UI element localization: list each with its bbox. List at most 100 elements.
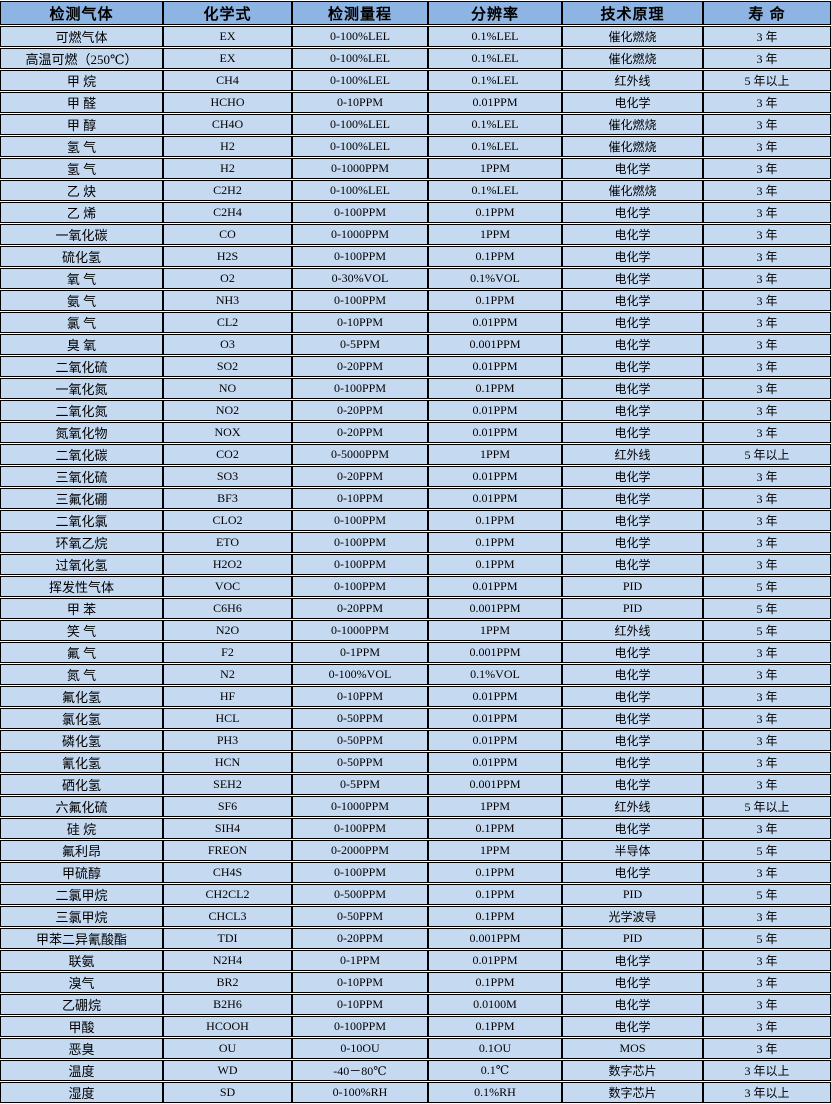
formula-cell: CO2 <box>163 444 292 465</box>
range-cell: 0-100%LEL <box>292 48 428 69</box>
resolution-cell: 0.1PPM <box>428 290 562 311</box>
formula-cell: ETO <box>163 532 292 553</box>
principle-cell: 半导体 <box>562 840 703 861</box>
lifespan-cell: 5 年以上 <box>703 444 831 465</box>
gas-name-cell: 甲硫醇 <box>0 862 163 883</box>
gas-name-cell: 湿度 <box>0 1082 163 1103</box>
principle-cell: 电化学 <box>562 686 703 707</box>
formula-cell: H2 <box>163 136 292 157</box>
gas-name-cell: 臭 氧 <box>0 334 163 355</box>
table-row: 氰化氢 HCN 0-50PPM 0.01PPM 电化学 3 年 <box>0 752 831 773</box>
principle-cell: 电化学 <box>562 312 703 333</box>
range-cell: 0-10PPM <box>292 488 428 509</box>
resolution-cell: 0.1%LEL <box>428 26 562 47</box>
resolution-cell: 0.001PPM <box>428 598 562 619</box>
range-cell: 0-1000PPM <box>292 796 428 817</box>
gas-name-cell: 磷化氢 <box>0 730 163 751</box>
lifespan-cell: 5 年 <box>703 576 831 597</box>
formula-cell: NOX <box>163 422 292 443</box>
lifespan-cell: 3 年 <box>703 136 831 157</box>
principle-cell: 电化学 <box>562 664 703 685</box>
resolution-cell: 0.001PPM <box>428 774 562 795</box>
table-row: 氨 气 NH3 0-100PPM 0.1PPM 电化学 3 年 <box>0 290 831 311</box>
resolution-cell: 0.01PPM <box>428 400 562 421</box>
formula-cell: O3 <box>163 334 292 355</box>
table-row: 甲 苯 C6H6 0-20PPM 0.001PPM PID 5 年 <box>0 598 831 619</box>
principle-cell: 催化燃烧 <box>562 114 703 135</box>
gas-name-cell: 乙 炔 <box>0 180 163 201</box>
gas-name-cell: 环氧乙烷 <box>0 532 163 553</box>
resolution-cell: 1PPM <box>428 224 562 245</box>
range-cell: 0-20PPM <box>292 466 428 487</box>
lifespan-cell: 3 年 <box>703 994 831 1015</box>
range-cell: 0-50PPM <box>292 730 428 751</box>
principle-cell: 电化学 <box>562 422 703 443</box>
resolution-cell: 0.01PPM <box>428 422 562 443</box>
formula-cell: NO2 <box>163 400 292 421</box>
lifespan-cell: 3 年 <box>703 664 831 685</box>
table-row: 一氧化氮 NO 0-100PPM 0.1PPM 电化学 3 年 <box>0 378 831 399</box>
table-row: 甲 醛 HCHO 0-10PPM 0.01PPM 电化学 3 年 <box>0 92 831 113</box>
formula-cell: HCOOH <box>163 1016 292 1037</box>
range-cell: 0-100PPM <box>292 1016 428 1037</box>
table-row: 氟化氢 HF 0-10PPM 0.01PPM 电化学 3 年 <box>0 686 831 707</box>
lifespan-cell: 5 年 <box>703 840 831 861</box>
principle-cell: 电化学 <box>562 158 703 179</box>
lifespan-cell: 3 年 <box>703 400 831 421</box>
resolution-cell: 0.1PPM <box>428 202 562 223</box>
range-cell: 0-30%VOL <box>292 268 428 289</box>
table-row: 溴气 BR2 0-10PPM 0.1PPM 电化学 3 年 <box>0 972 831 993</box>
range-cell: 0-100PPM <box>292 510 428 531</box>
principle-cell: 电化学 <box>562 1016 703 1037</box>
resolution-cell: 1PPM <box>428 840 562 861</box>
gas-name-cell: 挥发性气体 <box>0 576 163 597</box>
resolution-cell: 0.1%VOL <box>428 268 562 289</box>
table-row: 氢 气 H2 0-100%LEL 0.1%LEL 催化燃烧 3 年 <box>0 136 831 157</box>
table-row: 二氧化硫 SO2 0-20PPM 0.01PPM 电化学 3 年 <box>0 356 831 377</box>
range-cell: 0-20PPM <box>292 422 428 443</box>
gas-name-cell: 溴气 <box>0 972 163 993</box>
range-cell: 0-10PPM <box>292 686 428 707</box>
resolution-cell: 0.001PPM <box>428 642 562 663</box>
gas-name-cell: 高温可燃（250℃） <box>0 48 163 69</box>
range-cell: 0-5PPM <box>292 774 428 795</box>
range-cell: 0-500PPM <box>292 884 428 905</box>
lifespan-cell: 5 年 <box>703 598 831 619</box>
lifespan-cell: 3 年以上 <box>703 1082 831 1103</box>
resolution-cell: 0.01PPM <box>428 950 562 971</box>
table-row: 三氧化硫 SO3 0-20PPM 0.01PPM 电化学 3 年 <box>0 466 831 487</box>
table-body: 可燃气体 EX 0-100%LEL 0.1%LEL 催化燃烧 3 年高温可燃（250℃） E… <box>0 26 831 1103</box>
range-cell: 0-20PPM <box>292 928 428 949</box>
gas-name-cell: 氮氧化物 <box>0 422 163 443</box>
principle-cell: PID <box>562 576 703 597</box>
formula-cell: WD <box>163 1060 292 1081</box>
range-cell: 0-100PPM <box>292 532 428 553</box>
table-row: 一氧化碳 CO 0-1000PPM 1PPM 电化学 3 年 <box>0 224 831 245</box>
formula-cell: NO <box>163 378 292 399</box>
gas-name-cell: 氟 气 <box>0 642 163 663</box>
formula-cell: N2H4 <box>163 950 292 971</box>
resolution-cell: 1PPM <box>428 444 562 465</box>
gas-name-cell: 乙硼烷 <box>0 994 163 1015</box>
range-cell: 0-100PPM <box>292 202 428 223</box>
table-row: 六氟化硫 SF6 0-1000PPM 1PPM 红外线 5 年以上 <box>0 796 831 817</box>
resolution-cell: 0.1PPM <box>428 818 562 839</box>
principle-cell: 电化学 <box>562 708 703 729</box>
range-cell: 0-100PPM <box>292 862 428 883</box>
gas-name-cell: 硅 烷 <box>0 818 163 839</box>
resolution-cell: 0.01PPM <box>428 312 562 333</box>
formula-cell: H2 <box>163 158 292 179</box>
formula-cell: SD <box>163 1082 292 1103</box>
lifespan-cell: 3 年 <box>703 510 831 531</box>
formula-cell: TDI <box>163 928 292 949</box>
table-row: 氢 气 H2 0-1000PPM 1PPM 电化学 3 年 <box>0 158 831 179</box>
formula-cell: C2H2 <box>163 180 292 201</box>
formula-cell: EX <box>163 48 292 69</box>
principle-cell: 催化燃烧 <box>562 136 703 157</box>
principle-cell: 电化学 <box>562 972 703 993</box>
table-row: 二氧化碳 CO2 0-5000PPM 1PPM 红外线 5 年以上 <box>0 444 831 465</box>
resolution-cell: 0.1PPM <box>428 1016 562 1037</box>
resolution-cell: 0.01PPM <box>428 752 562 773</box>
gas-name-cell: 一氧化氮 <box>0 378 163 399</box>
